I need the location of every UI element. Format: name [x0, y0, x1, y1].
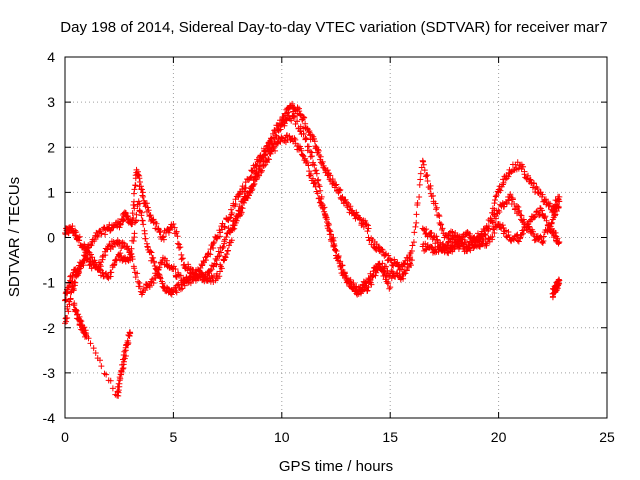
y-tick-label: 3: [47, 94, 55, 110]
data-point-markers: [549, 276, 563, 301]
x-axis-title: GPS time / hours: [279, 458, 393, 475]
y-tick-label: 2: [47, 139, 55, 155]
data-point-markers: [419, 205, 563, 257]
x-tick-label: 5: [170, 429, 178, 445]
chart-title: Day 198 of 2014, Sidereal Day-to-day VTE…: [60, 19, 607, 36]
x-tick-label: 15: [382, 429, 398, 445]
series-track-h: [549, 276, 563, 301]
y-tick-label: -3: [43, 365, 56, 381]
x-tick-label: 25: [599, 429, 615, 445]
y-tick-label: -2: [43, 320, 56, 336]
data-point-markers: [365, 157, 563, 273]
y-tick-label: -4: [43, 410, 56, 426]
axis-ticks: 0 5 10 15 20 25 -4 -3 -2 -1 0 1 2 3 4: [43, 49, 615, 445]
y-axis-title: SDTVAR / TECUs: [6, 177, 23, 297]
y-tick-label: -1: [43, 275, 56, 291]
y-tick-label: 1: [47, 184, 55, 200]
series-track-e: [365, 157, 563, 273]
y-tick-label: 4: [47, 49, 55, 65]
series-track-g: [419, 205, 563, 257]
x-tick-label: 20: [491, 429, 507, 445]
series-track-d: [70, 300, 134, 399]
data-point-markers: [70, 300, 134, 399]
y-tick-label: 0: [47, 230, 55, 246]
x-tick-label: 10: [274, 429, 290, 445]
x-tick-label: 0: [61, 429, 69, 445]
